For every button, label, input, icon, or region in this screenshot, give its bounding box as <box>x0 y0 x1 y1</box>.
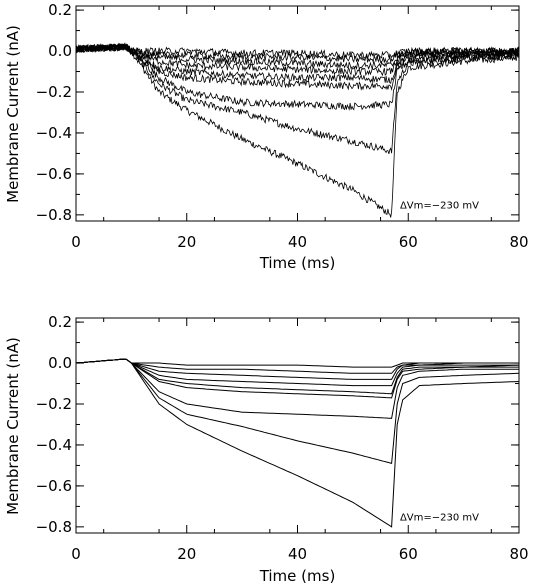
y-axis-label: Membrane Current (nA) <box>4 25 22 203</box>
traces <box>75 42 520 218</box>
x-axis-label: Time (ms) <box>259 254 336 272</box>
current-trace <box>75 358 519 387</box>
x-tick-label: 20 <box>177 545 196 563</box>
x-tick-label: 60 <box>399 233 418 251</box>
bottom-chart-panel: 0 20 40 60 80 0.2 0.0 −0.2 −0.4 −0.6 −0.8 Time (ms)… <box>4 313 529 585</box>
voltage-step-annotation: ΔVm=−230 mV <box>400 201 479 212</box>
y-tick-label: −0.4 <box>36 436 72 454</box>
x-tick-label: 80 <box>509 545 528 563</box>
y-tick-label: 0.2 <box>48 313 72 331</box>
y-tick-label: −0.8 <box>36 518 72 536</box>
x-tick-label: 80 <box>509 233 528 251</box>
x-tick-label: 40 <box>288 233 307 251</box>
plot-frame <box>75 317 520 534</box>
y-tick-label: 0.0 <box>48 354 72 372</box>
y-axis-label: Membrane Current (nA) <box>4 337 22 515</box>
current-trace <box>75 44 519 218</box>
current-trace <box>75 358 520 395</box>
current-trace <box>75 42 520 60</box>
x-tick-label: 0 <box>71 545 81 563</box>
current-trace <box>75 358 519 380</box>
current-trace <box>75 358 519 368</box>
current-trace <box>75 42 520 64</box>
y-tick-label: −0.8 <box>36 206 72 224</box>
y-tick-label: −0.2 <box>36 395 72 413</box>
x-tick-label: 20 <box>177 233 196 251</box>
y-tick-label: −0.6 <box>36 477 72 495</box>
x-tick-label: 0 <box>71 233 81 251</box>
y-tick-label: 0.0 <box>48 42 72 60</box>
current-trace <box>75 358 519 419</box>
x-axis-label: Time (ms) <box>259 567 336 585</box>
x-tick-label: 40 <box>288 545 307 563</box>
y-tick-label: −0.6 <box>36 165 72 183</box>
current-trace <box>75 43 520 84</box>
current-trace <box>75 358 520 528</box>
y-tick-label: 0.2 <box>48 1 72 19</box>
voltage-step-annotation: ΔVm=−230 mV <box>400 513 479 524</box>
y-tick-label: −0.2 <box>36 83 72 101</box>
current-trace <box>75 358 520 465</box>
y-tick-label: −0.4 <box>36 124 72 142</box>
x-tick-label: 60 <box>399 545 418 563</box>
plot-frame <box>75 5 520 222</box>
current-trace <box>75 42 520 111</box>
top-chart-panel: 0 20 40 60 80 0.2 0.0 −0.2 −0.4 −0.6 −0.8 Time (ms)… <box>4 1 529 272</box>
traces <box>75 358 520 528</box>
current-trace <box>75 358 519 399</box>
